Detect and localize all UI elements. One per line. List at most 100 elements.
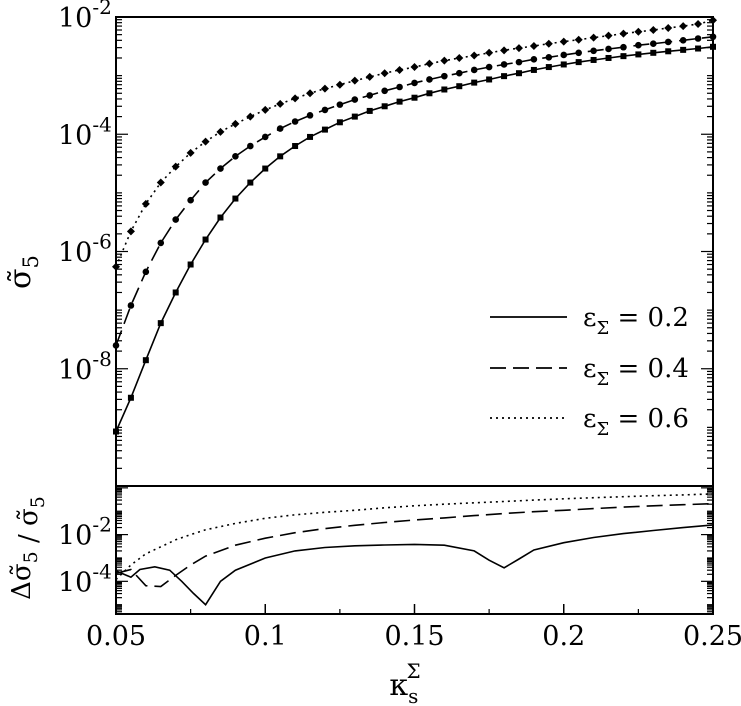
top-series-3-point: [664, 23, 673, 32]
top-series-3-point: [306, 89, 315, 98]
top-series-3-point: [276, 99, 285, 108]
top-series-3-point: [544, 39, 553, 48]
top-series-1-point: [471, 79, 478, 86]
bottom-ylabel: Δσ̃5 / σ̃5: [7, 496, 49, 600]
top-series-1-point: [680, 46, 687, 53]
top-series-2-point: [575, 49, 582, 57]
top-series-2-point: [261, 133, 269, 141]
top-series-2-point: [664, 38, 672, 46]
xtick-label: 0.1: [244, 621, 287, 652]
top-series-2-point: [112, 342, 120, 349]
top-ytick-label: 10-6: [58, 230, 112, 269]
top-series-3-point: [604, 31, 613, 40]
top-series-3-point: [365, 72, 374, 81]
top-series-1-point: [411, 94, 418, 101]
top-series-2-point: [679, 37, 687, 44]
xtick-label: 0.15: [384, 621, 444, 652]
top-series-1-point: [142, 357, 149, 364]
top-series-3-point: [574, 35, 583, 44]
top-series-2-point: [545, 54, 553, 61]
top-series-1-point: [441, 86, 448, 93]
top-series-1-point: [262, 165, 269, 172]
top-series-3-point: [171, 162, 180, 171]
xtick-label: 0.2: [542, 621, 585, 652]
axis-labels: 0.05 0.1 0.15 0.2 0.25 10-2 10-4 10-6 10-8 10-2 10…: [3, 0, 741, 706]
bottom-plot-frame: [115, 485, 714, 615]
top-series-2-point: [620, 43, 627, 51]
top-series-3-point: [320, 84, 329, 93]
top-series-3-point: [589, 33, 598, 42]
top-series-3-point: [529, 42, 538, 51]
top-series-2-point: [396, 83, 403, 91]
top-series-1-point: [307, 133, 314, 140]
top-series-1-point: [560, 61, 567, 68]
top-series-2-point: [650, 40, 657, 48]
top-series-1-point: [232, 195, 239, 202]
top-series-2-point: [142, 268, 150, 276]
top-series-3-point: [395, 65, 404, 74]
top-series-1-point: [217, 214, 224, 221]
top-series-3-point: [335, 80, 344, 89]
top-series-3-point: [291, 94, 300, 103]
top-series-1-point: [710, 43, 716, 50]
top-panel: [112, 16, 717, 487]
top-series-3-point: [649, 26, 658, 35]
legend-label-2: εΣ = 0.4: [583, 354, 689, 390]
top-series-2-point: [500, 61, 508, 68]
top-series-1-point: [650, 49, 657, 56]
top-series-3-point: [380, 69, 389, 78]
top-series-2-point: [247, 142, 254, 150]
top-series-2-point: [306, 112, 314, 119]
top-series-3-point: [619, 29, 628, 38]
top-series-2-point: [321, 106, 329, 114]
top-series-2-point: [605, 45, 612, 53]
top-series-1-point: [202, 236, 209, 243]
top-series-2-point: [276, 125, 284, 132]
top-series-3-point: [470, 51, 479, 60]
top-series-3-point: [246, 112, 255, 121]
top-series-2-point: [455, 69, 463, 77]
top-series-2-point: [381, 87, 388, 95]
bottom-ytick-label: 10-2: [58, 513, 112, 552]
top-series-2-point: [560, 51, 568, 59]
xtick-label: 0.25: [683, 621, 741, 652]
top-series-1-point: [456, 83, 463, 90]
top-series-1-point: [695, 45, 702, 52]
top-series-2-point: [426, 76, 433, 83]
top-series-1-point: [381, 103, 388, 110]
top-series-2-point: [694, 35, 702, 42]
top-series-2-point: [635, 41, 642, 49]
top-series-3-point: [485, 48, 494, 57]
top-series-2-point: [202, 179, 209, 186]
top-series-1-point: [396, 98, 403, 105]
top-series-1-point: [530, 66, 537, 73]
top-series-2-point: [232, 153, 239, 160]
top-ylabel: σ̃5: [3, 255, 43, 289]
top-series-2-point: [187, 196, 194, 204]
top-series-3-point: [261, 105, 270, 114]
top-series-3-point: [126, 227, 135, 236]
top-series-2-point: [291, 118, 299, 125]
top-series-2-point: [366, 92, 374, 99]
top-series-3-point: [350, 76, 359, 85]
top-series-1-point: [501, 73, 508, 80]
top-series-3-point: [694, 19, 703, 28]
top-series-2-point: [157, 239, 165, 247]
top-series-1-point: [292, 143, 299, 150]
top-series-3-point: [231, 119, 240, 128]
top-series-3-point: [425, 59, 434, 68]
top-series-1-point: [486, 76, 493, 83]
top-series-2-point: [441, 72, 448, 80]
top-series-1-point: [590, 56, 597, 63]
top-series-3-point: [514, 44, 523, 53]
top-series-3-point: [186, 148, 195, 157]
top-series-3-point: [141, 199, 150, 208]
top-series-1-point: [351, 113, 358, 120]
top-series-1-point: [426, 90, 433, 97]
top-series-1-point: [336, 119, 343, 126]
top-series-3-point: [156, 178, 165, 187]
top-series-3-point: [455, 53, 464, 62]
top-series-1-point: [665, 48, 672, 55]
top-series-1-point: [127, 394, 134, 401]
legend: εΣ = 0.2 εΣ = 0.4 εΣ = 0.6: [490, 303, 689, 440]
